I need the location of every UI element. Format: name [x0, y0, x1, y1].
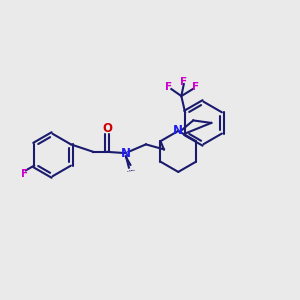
Text: methyl: methyl: [127, 171, 132, 172]
Text: methyl: methyl: [130, 170, 135, 171]
Text: O: O: [102, 122, 112, 135]
Text: methyl: methyl: [130, 170, 135, 171]
Text: F: F: [21, 169, 28, 179]
Text: N: N: [173, 124, 183, 137]
Text: F: F: [192, 82, 200, 92]
Text: methyl: methyl: [128, 170, 133, 171]
Text: F: F: [165, 82, 172, 92]
Text: N: N: [121, 147, 131, 160]
Text: F: F: [180, 76, 188, 86]
